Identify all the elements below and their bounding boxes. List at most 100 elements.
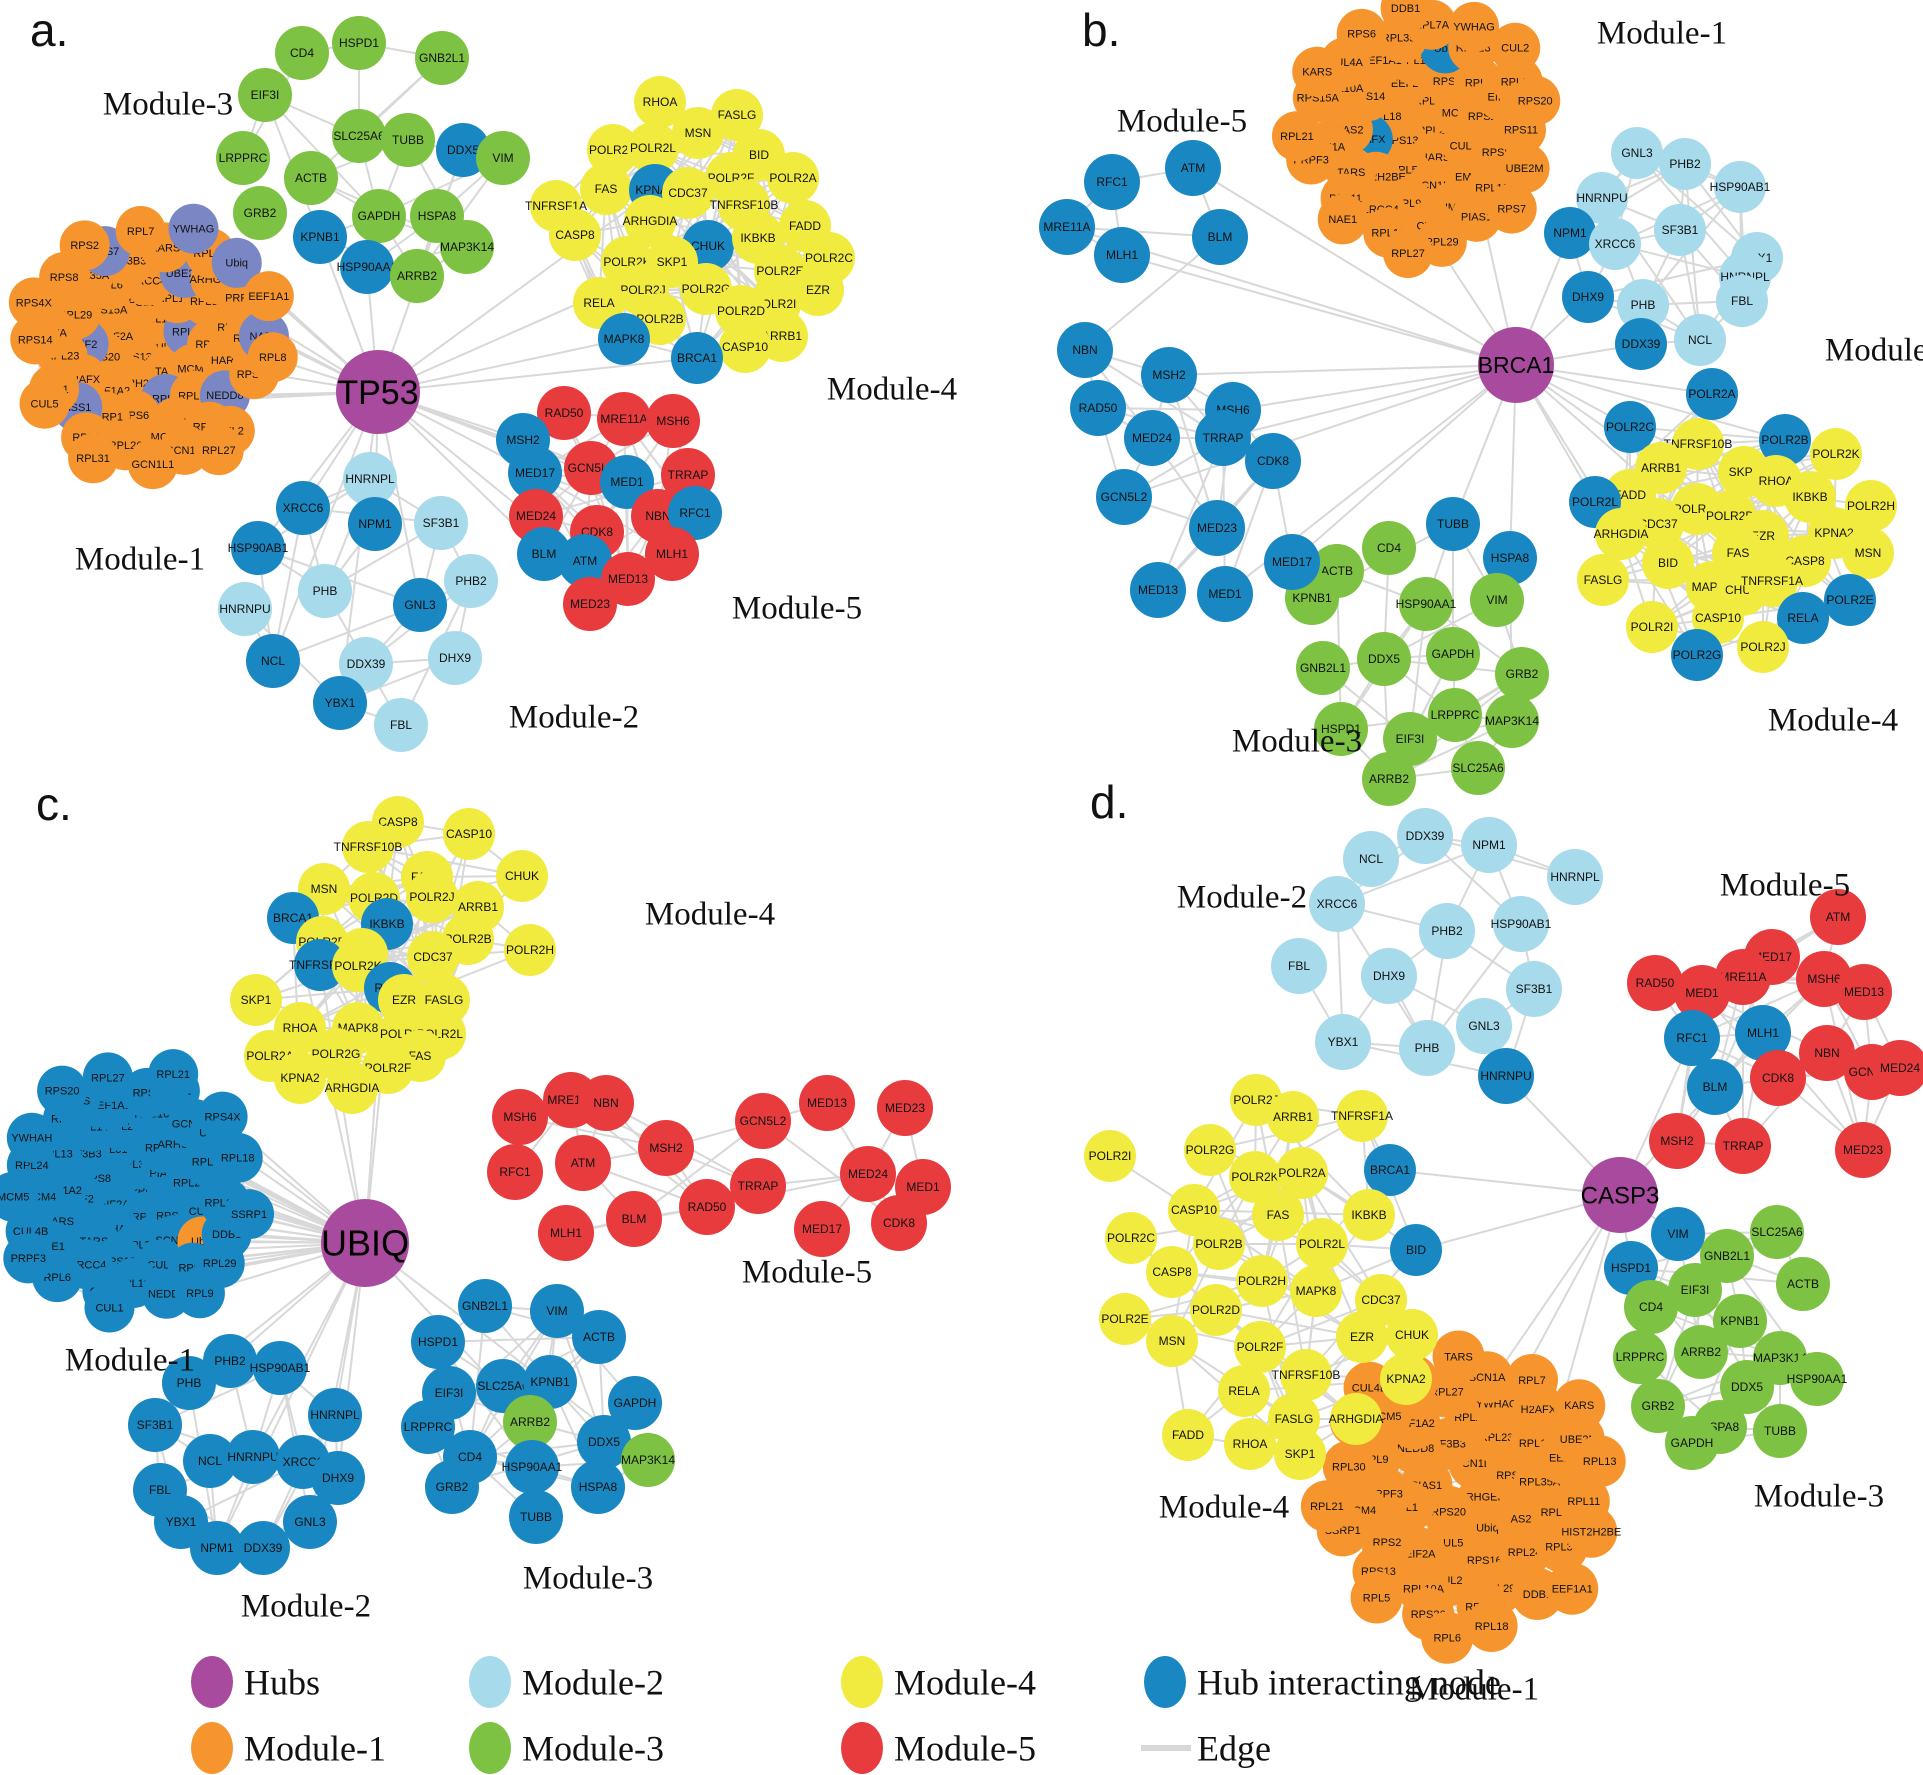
node-DHX9[interactable]: [428, 631, 482, 685]
node-MED24[interactable]: [840, 1146, 896, 1202]
node-GNB2L1[interactable]: [1700, 1229, 1754, 1283]
node-FBL[interactable]: [1271, 938, 1327, 994]
node-MED23[interactable]: [1189, 500, 1245, 556]
node-SF3B1[interactable]: [128, 1398, 182, 1452]
node-YWHAG[interactable]: [1448, 1, 1499, 52]
node-DDX5[interactable]: [436, 123, 490, 177]
node-BID[interactable]: [1642, 537, 1694, 589]
node-PHB[interactable]: [298, 564, 352, 618]
node-ARHGDIA[interactable]: [624, 195, 676, 247]
node-NBN[interactable]: [1799, 1025, 1855, 1081]
node-MED24[interactable]: [1124, 410, 1180, 466]
node-BRCA1[interactable]: [1364, 1144, 1416, 1196]
node-LRPPRC[interactable]: [401, 1400, 455, 1454]
node-RFC1[interactable]: [1664, 1010, 1720, 1066]
node-SF3B1[interactable]: [1654, 204, 1706, 256]
node-RPL13[interactable]: [1573, 1435, 1626, 1488]
node-GCN5L2[interactable]: [1096, 469, 1152, 525]
node-RPL30[interactable]: [1322, 1440, 1375, 1493]
node-NCL[interactable]: [183, 1434, 237, 1488]
node-RPL9[interactable]: [174, 1268, 225, 1319]
node-POLR2B[interactable]: [1193, 1218, 1245, 1270]
node-KARS[interactable]: [1292, 46, 1343, 97]
node-ARRB2[interactable]: [503, 1395, 557, 1449]
node-RPS20[interactable]: [1510, 75, 1561, 126]
node-MLH1[interactable]: [1094, 227, 1150, 283]
node-RPS4X[interactable]: [197, 1091, 248, 1142]
node-RPL7[interactable]: [115, 205, 166, 256]
node-BRCA1[interactable]: [671, 332, 723, 384]
node-MED17[interactable]: [508, 446, 562, 500]
node-DDX5[interactable]: [1357, 632, 1411, 686]
node-GNB2L1[interactable]: [415, 31, 469, 85]
node-RPL21[interactable]: [1300, 1480, 1353, 1533]
node-HSP90AA1[interactable]: [340, 240, 394, 294]
hub-node-TP53[interactable]: [336, 350, 420, 434]
node-FADD[interactable]: [1162, 1409, 1214, 1461]
node-TUBB[interactable]: [381, 113, 435, 167]
node-NAE1[interactable]: [1317, 194, 1368, 245]
node-TNFRSF10B[interactable]: [1672, 418, 1724, 470]
node-MSN[interactable]: [672, 107, 724, 159]
node-DDX39[interactable]: [236, 1521, 290, 1575]
node-POLR2A[interactable]: [1686, 368, 1738, 420]
node-TUBB[interactable]: [1426, 497, 1480, 551]
node-MED17[interactable]: [794, 1201, 850, 1257]
node-Ubiq[interactable]: [211, 237, 262, 288]
node-MSH2[interactable]: [1649, 1113, 1705, 1169]
node-NBN[interactable]: [1057, 322, 1113, 378]
node-HNRNPL[interactable]: [1547, 849, 1603, 905]
node-RPS20[interactable]: [37, 1065, 88, 1116]
node-POLR2D[interactable]: [1190, 1284, 1242, 1336]
node-MSN[interactable]: [1146, 1315, 1198, 1367]
node-EIF3I[interactable]: [1668, 1263, 1722, 1317]
node-POLR2L[interactable]: [627, 122, 679, 174]
node-YWHAH[interactable]: [6, 1112, 57, 1163]
node-RHOA[interactable]: [634, 76, 686, 128]
node-MSH2[interactable]: [1141, 347, 1197, 403]
node-CASP10[interactable]: [443, 808, 495, 860]
node-POLR2L[interactable]: [1296, 1218, 1348, 1270]
node-MED1[interactable]: [1674, 965, 1730, 1021]
node-ATM[interactable]: [1810, 889, 1866, 945]
node-NPM1[interactable]: [1544, 207, 1596, 259]
node-EEF1A1[interactable]: [243, 271, 294, 322]
node-GCN1L1[interactable]: [127, 439, 178, 490]
node-TRRAP[interactable]: [730, 1158, 786, 1214]
node-HSP90AA1[interactable]: [1399, 577, 1453, 631]
node-ACTB[interactable]: [1776, 1257, 1830, 1311]
node-POLR2C[interactable]: [1105, 1212, 1157, 1264]
node-TARS[interactable]: [1432, 1330, 1485, 1383]
node-KARS[interactable]: [1553, 1379, 1606, 1432]
node-MLH1[interactable]: [538, 1205, 594, 1261]
node-GAPDH[interactable]: [1426, 627, 1480, 681]
node-MCM5[interactable]: [0, 1171, 39, 1222]
node-EIF3I[interactable]: [1383, 712, 1437, 766]
node-XRCC6[interactable]: [1309, 876, 1365, 932]
node-LRPPRC[interactable]: [1428, 688, 1482, 742]
node-MED1[interactable]: [1197, 566, 1253, 622]
node-BLM[interactable]: [517, 527, 571, 581]
node-RPL31[interactable]: [68, 433, 119, 484]
node-MAPK8[interactable]: [1290, 1265, 1342, 1317]
node-CD4[interactable]: [1362, 521, 1416, 575]
node-MED13[interactable]: [601, 552, 655, 606]
node-MLH1[interactable]: [1735, 1005, 1791, 1061]
node-ATM[interactable]: [555, 1135, 611, 1191]
node-HSPD1[interactable]: [332, 16, 386, 70]
node-CDC37[interactable]: [407, 931, 459, 983]
node-ATM[interactable]: [558, 534, 612, 588]
node-GCN5L2[interactable]: [735, 1093, 791, 1149]
node-HSP90AA1[interactable]: [1790, 1352, 1844, 1406]
node-FASLG[interactable]: [711, 89, 763, 141]
node-ARRB2[interactable]: [1362, 752, 1416, 806]
node-RPL27[interactable]: [82, 1052, 133, 1103]
node-RFC1[interactable]: [1084, 154, 1140, 210]
node-PHB2[interactable]: [203, 1334, 257, 1388]
node-VIM[interactable]: [530, 1284, 584, 1338]
node-TRRAP[interactable]: [1195, 410, 1251, 466]
node-SKP1[interactable]: [1274, 1428, 1326, 1480]
node-FAS[interactable]: [580, 163, 632, 215]
node-GAPDH[interactable]: [352, 189, 406, 243]
node-XRCC6[interactable]: [1589, 218, 1641, 270]
